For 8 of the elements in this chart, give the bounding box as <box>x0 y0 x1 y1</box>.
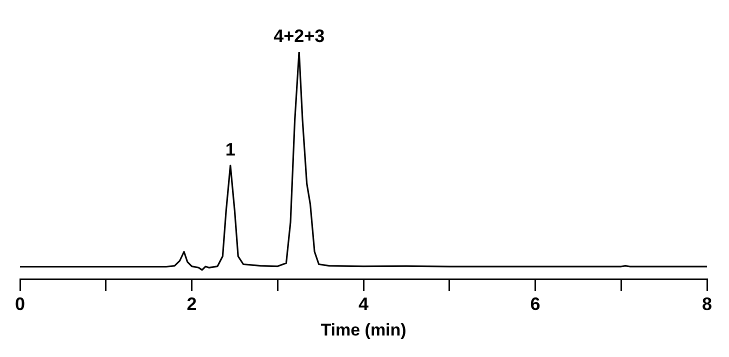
x-tick-label: 4 <box>358 294 369 314</box>
x-tick-label: 8 <box>702 294 712 314</box>
annotation: 4+2+3 <box>274 26 325 46</box>
x-tick-label: 0 <box>14 294 26 314</box>
annotation: 1 <box>225 139 236 160</box>
x-tick-label: 6 <box>530 294 540 314</box>
x-tick-label: 2 <box>186 294 197 314</box>
x-axis-title: Time (min) <box>320 320 406 340</box>
